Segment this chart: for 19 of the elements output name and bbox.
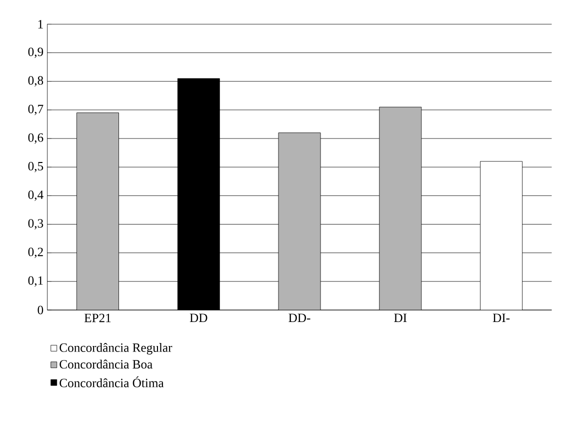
y-tick-label: 1 xyxy=(38,20,43,28)
y-tick-label: 0,3 xyxy=(28,218,44,230)
y-tick-label: 0,5 xyxy=(28,162,44,172)
legend-label: Concordância Ótima xyxy=(60,376,164,388)
x-tick-label: DD xyxy=(190,314,208,322)
y-tick-label: 0,8 xyxy=(28,76,44,86)
legend-label: Concordância Regular xyxy=(60,342,172,354)
x-tick-label: DI- xyxy=(492,314,510,322)
y-tick-label: 0,7 xyxy=(28,104,44,115)
y-tick-label: 0,4 xyxy=(28,190,44,201)
y-tick-label: 0 xyxy=(38,306,44,314)
y-tick-label: 0,2 xyxy=(28,248,43,258)
y-tick-label: 0,1 xyxy=(28,276,43,286)
y-tick-label: 0,6 xyxy=(28,133,44,144)
legend-label: Concordância Boa xyxy=(60,360,152,368)
x-tick-label: EP21 xyxy=(84,314,111,322)
x-tick-label: DI xyxy=(394,314,407,322)
x-tick-label: DD- xyxy=(288,314,310,322)
y-tick-label: 0,9 xyxy=(28,47,44,58)
